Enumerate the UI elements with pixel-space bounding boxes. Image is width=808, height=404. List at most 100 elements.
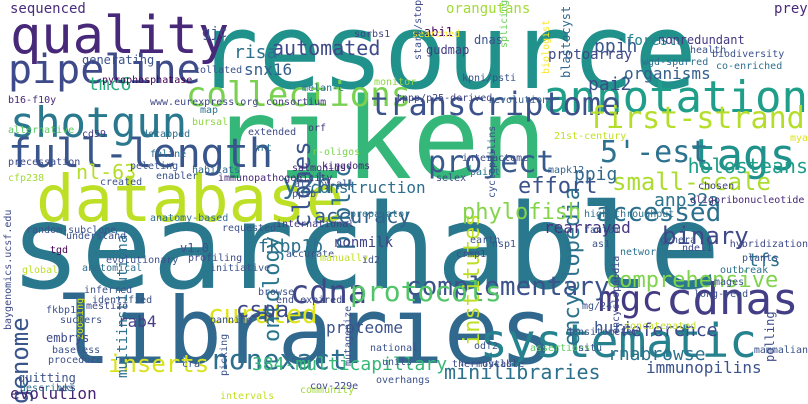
cloud-word: ndel1: [682, 243, 713, 254]
cloud-word: baseless: [52, 345, 101, 356]
cloud-word: collated: [194, 65, 243, 76]
cloud-word: huri: [594, 318, 633, 337]
cloud-word: random-subclone: [26, 225, 117, 236]
cloud-word: all-by-all: [294, 179, 355, 190]
cloud-word: r-oligos: [312, 147, 361, 158]
cloud-word: reference: [620, 320, 718, 341]
cloud-word: map: [200, 105, 219, 116]
cloud-word: sequenced: [10, 1, 86, 17]
cloud-word: peleting: [130, 161, 179, 172]
cloud-word: abi1: [424, 25, 453, 39]
cloud-word: anatomy-based: [150, 213, 229, 224]
cloud-word: cov-229e: [310, 381, 359, 392]
cloud-word: start/stop: [413, 0, 424, 61]
cloud-word: anatomical: [82, 263, 143, 274]
cloud-word: procedure: [48, 355, 103, 366]
cloud-word: plants: [742, 253, 779, 264]
cloud-word: evolution: [10, 384, 97, 403]
cloud-word: evolutionary: [106, 255, 179, 266]
cloud-word: mya: [789, 133, 808, 144]
cloud-word: nonmilk: [334, 235, 394, 251]
cloud-word: dnas: [474, 33, 503, 47]
cloud-word: long-read: [694, 289, 749, 300]
cloud-word: v1.0: [180, 241, 209, 255]
cloud-word: mutagenize: [343, 305, 354, 366]
cloud-word: alternative: [8, 125, 75, 136]
cloud-word: national: [370, 343, 419, 354]
cloud-word: cyclophilins: [487, 125, 498, 198]
cloud-word: inferred: [84, 285, 133, 296]
cloud-word: tmc6: [88, 74, 132, 95]
cloud-word: thermostable: [452, 359, 525, 370]
cloud-word: 384-multicapillary: [252, 354, 448, 375]
cloud-word: small-scale: [612, 168, 771, 196]
cloud-word: concatenated: [624, 321, 697, 332]
cloud-word: paint: [470, 167, 501, 178]
cloud-word: minilibraries: [444, 360, 601, 384]
cloud-word: comprehensive: [606, 268, 779, 293]
cloud-word: project: [428, 145, 555, 180]
cloud-word: binary: [662, 222, 749, 250]
cloud-word: densitometer: [566, 327, 639, 338]
cloud-word: selex: [436, 173, 467, 184]
cloud-word: browse: [258, 287, 295, 298]
cloud-word: co-enriched: [716, 61, 783, 72]
cloud-word: libraries: [56, 278, 555, 385]
cloud-word: intervals: [220, 391, 275, 402]
cloud-word: effort: [518, 174, 598, 199]
cloud-word: tppp/p25-derived: [396, 93, 493, 104]
cloud-word: embrys: [46, 331, 90, 345]
cloud-word: immunopathogenicity: [218, 173, 333, 184]
cloud-word: initiative: [210, 263, 271, 274]
cloud-word: cd59: [82, 129, 107, 140]
cloud-word: searched: [412, 29, 461, 40]
cloud-word: international: [276, 219, 355, 230]
cloud-word: habitats: [192, 165, 241, 176]
cloud-word: end-expired: [276, 295, 343, 306]
cloud-word: manually: [320, 253, 369, 264]
cloud-word: protoarray: [548, 47, 633, 63]
cloud-word: genera: [660, 235, 697, 246]
cloud-word: fkbp1b: [258, 236, 324, 257]
cloud-word: fantom: [584, 225, 621, 236]
cloud-word: interactome: [462, 153, 529, 164]
cloud-word: rnabrowse: [608, 344, 706, 365]
cloud-word: extended: [248, 127, 297, 138]
cloud-word: tfs: [748, 250, 781, 271]
cloud-word: identified: [92, 295, 153, 306]
cloud-word: accurate: [286, 249, 335, 260]
cloud-word: b16-f10y: [8, 95, 57, 106]
cloud-word: forests: [626, 33, 686, 49]
cloud-word: quality: [10, 6, 230, 66]
cloud-word: automated: [272, 36, 381, 60]
cloud-word: salmonids: [292, 163, 347, 174]
cloud-word: immunopilins: [646, 358, 762, 377]
cloud-word: database: [36, 163, 345, 237]
cloud-word: generating: [82, 53, 155, 67]
cloud-word: first-strand: [588, 101, 805, 136]
cloud-word: consortium: [266, 97, 327, 108]
cloud-word: pai2: [588, 74, 632, 95]
cloud-word: chosen: [698, 181, 735, 192]
cloud-word: high-throughput: [584, 209, 675, 220]
cloud-word: nonredundant: [658, 33, 745, 47]
cloud-word: nsp1: [492, 239, 517, 250]
cloud-word: cdna: [290, 273, 368, 311]
cloud-word: images: [708, 277, 745, 288]
cloud-word: nonexact: [212, 343, 347, 376]
cloud-word: describes: [20, 383, 75, 394]
cloud-word: riken: [210, 75, 548, 205]
cloud-word: cfp238: [8, 173, 45, 184]
cloud-word: wks: [58, 383, 77, 394]
cloud-word: earth: [470, 235, 501, 246]
cloud-word: preparator: [350, 209, 411, 220]
cloud-word: decapped: [142, 129, 191, 140]
cloud-word: tags: [690, 130, 796, 181]
cloud-word: community: [300, 385, 355, 396]
cloud-word: biodiversity: [712, 49, 785, 60]
cloud-word: orangutans: [446, 1, 531, 17]
cloud-word: prey: [774, 1, 808, 17]
cloud-word: y2h: [282, 167, 333, 200]
cloud-word: profiling: [188, 253, 243, 264]
cloud-word: sorbs1: [354, 29, 391, 40]
